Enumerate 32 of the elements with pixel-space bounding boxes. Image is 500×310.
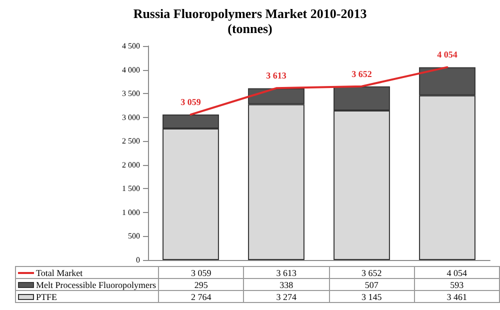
legend-label: PTFE [16,290,158,302]
y-tick-label: 3 500 [122,89,140,98]
total-label: 3 059 [158,266,244,278]
y-tick-label: 4 000 [122,65,140,74]
data-label: 593 [414,278,500,290]
total-label: 4 054 [414,266,500,278]
data-label: 507 [329,278,414,290]
data-label: 3 461 [414,290,500,302]
y-tick-label: 4 500 [122,42,140,50]
data-label: 4 054 [437,50,458,60]
y-tick-label: 1 000 [122,208,140,217]
data-label: 3 613 [266,70,287,81]
y-tick-label: 1 500 [122,184,140,194]
data-label: 2 764 [158,290,244,302]
y-tick-label: 500 [128,232,140,241]
data-label: 295 [158,278,244,290]
chart-title: Russia Fluoropolymers Market 2010-2013 [133,6,368,21]
line-series [190,66,448,116]
total-label: 3 613 [244,266,329,278]
y-tick-label: 2 500 [122,136,140,146]
legend-label: Melt Processible Fluoropolymers [16,278,158,290]
data-label: 3 059 [180,97,202,108]
legend-label: Total Market [16,266,158,278]
y-tick-label: 3 000 [122,112,140,122]
data-label: 338 [244,278,329,290]
total-label: 3 652 [329,266,414,278]
data-label: 3 274 [244,290,329,302]
y-tick-label: 0 [136,256,140,264]
chart-subtitle: (tonnes) [228,21,272,36]
y-tick-label: 2 000 [122,160,140,170]
data-label: 3 652 [352,68,372,79]
data-label: 3 145 [329,290,414,302]
